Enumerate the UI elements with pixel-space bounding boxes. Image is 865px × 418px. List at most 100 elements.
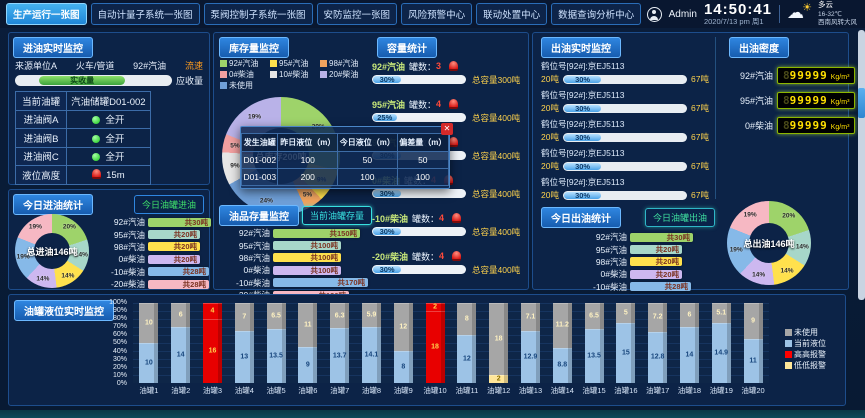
outlet-title[interactable]: 出油实时监控 bbox=[541, 37, 621, 58]
tank-name-label: 油罐17 bbox=[645, 386, 670, 395]
density-row: 92#汽油 8 99999 Kg/m³ bbox=[721, 63, 856, 88]
tank-legend-row: 当前液位 bbox=[785, 338, 826, 349]
nav-tab[interactable]: 自动计量子系统一张图 bbox=[90, 3, 200, 25]
tank-current-label: 10 bbox=[144, 359, 153, 367]
legend-label: -10#柴油 bbox=[110, 266, 145, 277]
legend-label: -10#柴油 bbox=[235, 277, 270, 288]
legend-bar: 共28吨 bbox=[630, 282, 691, 292]
nav-tab[interactable]: 泵阀控制子系统一张图 bbox=[203, 3, 313, 25]
capacity-total-label: 总容量400吨 bbox=[472, 151, 521, 161]
tank-bar: 9 11 bbox=[743, 303, 763, 383]
tank-name-label: 油罐19 bbox=[709, 386, 733, 395]
tank-name-label: 油罐13 bbox=[518, 386, 543, 395]
density-dim-digit: 8 bbox=[783, 69, 790, 82]
inventory-legend-item: 10#柴油 bbox=[270, 69, 320, 80]
stock-title[interactable]: 油品存量监控 bbox=[219, 205, 299, 226]
tank-segment-unused: 6.3 bbox=[330, 303, 350, 329]
inventory-legend-item: 92#汽油 bbox=[220, 58, 270, 69]
outlet-tank-button[interactable]: 今日油罐出油 bbox=[645, 208, 716, 227]
inventory-legend-item: 20#柴油 bbox=[320, 69, 370, 80]
tank-segment-unused: 4 bbox=[202, 303, 222, 319]
nav-tab[interactable]: 安防监控一张图 bbox=[316, 3, 398, 25]
tank-bar: 8 12 bbox=[457, 303, 477, 383]
inlet-panel-title[interactable]: 进油实时监控 bbox=[13, 37, 93, 58]
capacity-count-value: 4 bbox=[436, 99, 442, 109]
inlet-value-text: 全开 bbox=[105, 133, 125, 145]
weather-temp: 16-32℃ bbox=[818, 10, 842, 18]
scrollbar-track[interactable] bbox=[858, 30, 865, 300]
tank-unused-label: 6 bbox=[687, 311, 692, 319]
tank-bar: 11 9 bbox=[298, 303, 318, 383]
nav-tab[interactable]: 联动处置中心 bbox=[476, 3, 548, 25]
inlet-table-row: 进油阀C 全开 bbox=[14, 146, 151, 166]
nav-tabs: 生产运行一张图 自动计量子系统一张图 泵阀控制子系统一张图 安防监控一张图 风险预警中心… bbox=[6, 3, 642, 25]
density-value: 99999 bbox=[789, 119, 828, 132]
tank-bar-group: 9 11 bbox=[737, 303, 769, 383]
tank-current-label: 11 bbox=[749, 357, 757, 365]
inlet-flow: 来源单位A 火车/管道 92#汽油 流速 bbox=[15, 59, 203, 72]
inlet-row-value: 15m bbox=[66, 165, 151, 185]
tank-segment-unused: 7.1 bbox=[520, 303, 540, 332]
outflow-bar-line: 20吨 30% 67吨 bbox=[541, 73, 709, 85]
tank-bar-group: 6.3 13.7 bbox=[324, 303, 356, 383]
nav-tab[interactable]: 风险预警中心 bbox=[401, 3, 473, 25]
density-title[interactable]: 出油密度 bbox=[729, 37, 789, 58]
legend-bar-row: 92#汽油 共30吨 bbox=[575, 231, 693, 243]
tank-segment-unused: 10 bbox=[139, 303, 159, 343]
user-avatar-icon[interactable] bbox=[646, 6, 662, 22]
legend-bar: 共100吨 bbox=[273, 265, 341, 275]
capacity-count-label: 罐数： bbox=[409, 99, 437, 110]
cloud-icon: ☁ bbox=[787, 3, 804, 22]
status-open-icon bbox=[92, 153, 101, 162]
outlet-stats-title[interactable]: 今日出油统计 bbox=[541, 207, 621, 228]
capacity-total-label: 总容量400吨 bbox=[472, 113, 521, 123]
tank-current-label: 13.5 bbox=[587, 352, 601, 360]
inventory-title[interactable]: 库存量监控 bbox=[219, 37, 289, 58]
tank-bar-group: 10 10 bbox=[133, 303, 165, 383]
inlet-tank-button[interactable]: 今日油罐进油 bbox=[133, 195, 204, 214]
tank-segment-current: 8.8 bbox=[552, 347, 572, 383]
legend-bar-row: 98#汽油 共100吨 bbox=[218, 252, 368, 264]
donut-percent-label: 14% bbox=[36, 275, 50, 283]
legend-bar: 共30吨 bbox=[630, 232, 693, 242]
tank-segment-unused: 11.2 bbox=[552, 303, 572, 348]
footer-bar bbox=[0, 410, 865, 418]
tank-current-label: 14 bbox=[685, 351, 694, 359]
inlet-row-label: 进油阀B bbox=[14, 128, 68, 148]
legend-label: 98#汽油 bbox=[238, 252, 270, 263]
popup-close-icon[interactable]: ✕ bbox=[441, 123, 453, 135]
tank-current-label: 2 bbox=[496, 375, 501, 383]
tank-panel-title[interactable]: 油罐液位实时监控 bbox=[14, 300, 114, 321]
weather-text: 多云 16-32℃ 西南风转大风 bbox=[818, 0, 857, 27]
tank-y-axis: 100% 90% 80% 70% 60% 50% 40% 30% 20% 10% 0% bbox=[97, 299, 127, 387]
nav-tab[interactable]: 生产运行一张图 bbox=[6, 3, 87, 25]
capacity-bar-track: 30% bbox=[372, 227, 466, 236]
inlet-stats-title[interactable]: 今日进油统计 bbox=[13, 194, 93, 215]
capacity-row-head: 92#汽油 罐数： 3 bbox=[372, 59, 526, 73]
inlet-row-label: 进油阀A bbox=[14, 109, 68, 129]
inlet-table-row: 进油阀B 全开 bbox=[14, 128, 151, 148]
legend-label: -10#柴油 bbox=[592, 281, 627, 292]
capacity-title[interactable]: 容量统计 bbox=[377, 37, 437, 58]
legend-bar: 共100吨 bbox=[273, 241, 341, 251]
stock-current-button[interactable]: 当前油罐存量 bbox=[302, 206, 373, 225]
density-display: 8 99999 Kg/m³ bbox=[777, 67, 856, 84]
scrollbar-thumb[interactable] bbox=[858, 88, 865, 118]
popup-cell: 50 bbox=[337, 151, 398, 169]
nav-tab[interactable]: 数据查询分析中心 bbox=[551, 3, 642, 25]
inlet-row-value: 汽油储罐D01-002 bbox=[66, 91, 151, 111]
legend-swatch bbox=[785, 340, 792, 347]
outflow-row: 鹤位号[92#]:京EJ5113 20吨 30% 67吨 bbox=[541, 118, 709, 147]
density-product-label: 95#汽油 bbox=[739, 96, 773, 106]
tank-bar-group: 2 18 bbox=[419, 303, 451, 383]
tank-segment-current: 13.5 bbox=[584, 329, 604, 383]
inlet-donut: 20% 14% 14% 14% 19% 19% 总进油146吨 bbox=[15, 214, 89, 288]
tank-bar-group: 18 2 bbox=[483, 303, 515, 383]
tank-unused-label: 12 bbox=[399, 323, 408, 331]
user-name[interactable]: Admin bbox=[668, 8, 697, 20]
y-axis-tick: 70% bbox=[112, 323, 127, 331]
tank-current-label: 18 bbox=[431, 343, 439, 351]
legend-bar: 共20吨 bbox=[630, 257, 682, 267]
legend-label: 92#汽油 bbox=[113, 217, 145, 228]
tank-name-label: 油罐15 bbox=[582, 386, 606, 395]
